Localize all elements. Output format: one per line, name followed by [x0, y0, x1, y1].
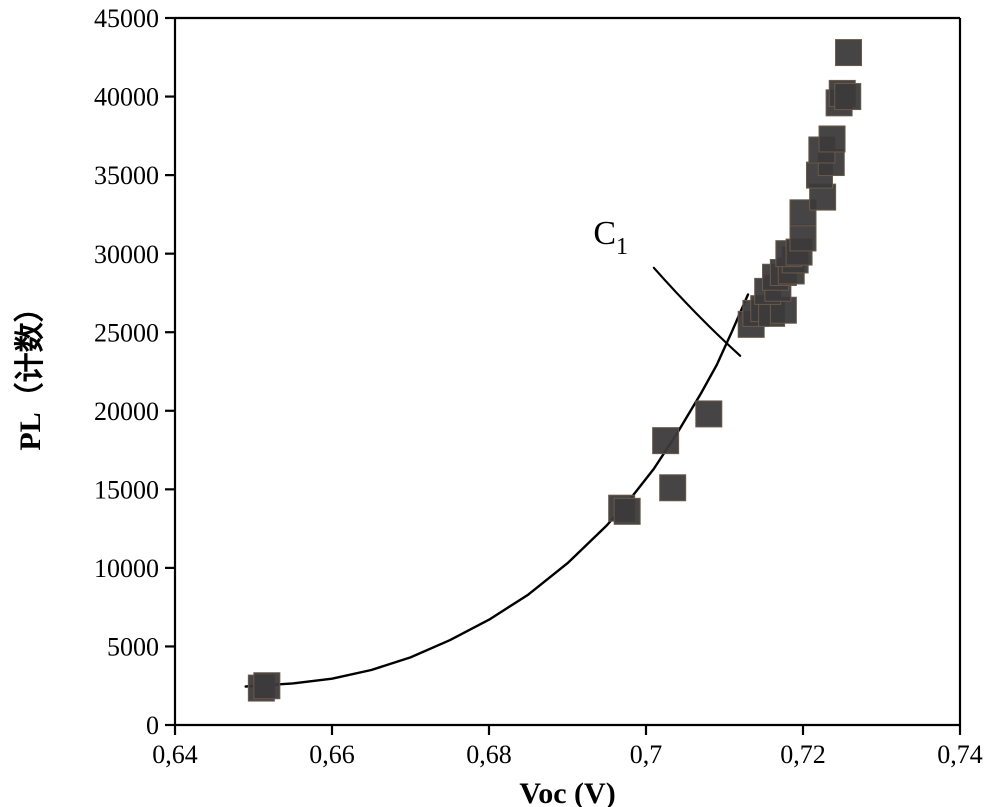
- chart-container: 0,64 0,66 0,68 0,7 0,72 0,74 0 5000 10000 15000 2…: [0, 0, 1000, 807]
- scatter-marker: [653, 428, 679, 454]
- scatter-marker: [835, 84, 861, 110]
- scatter-marker: [614, 498, 640, 524]
- x-tick-label: 0,68: [466, 740, 512, 769]
- scatter-marker: [254, 673, 280, 699]
- y-tick-label: 35000: [94, 161, 159, 190]
- x-tick-label: 0,72: [780, 740, 826, 769]
- y-tick-label: 40000: [94, 83, 159, 112]
- y-tick-label: 45000: [94, 4, 159, 33]
- y-tick-label: 10000: [94, 554, 159, 583]
- x-tick-label: 0,7: [630, 740, 663, 769]
- y-tick-label: 30000: [94, 240, 159, 269]
- y-tick-label: 20000: [94, 397, 159, 426]
- x-tick-label: 0,64: [152, 740, 198, 769]
- x-tick-label: 0,74: [937, 740, 983, 769]
- scatter-marker: [819, 126, 845, 152]
- y-tick-label: 15000: [94, 475, 159, 504]
- scatter-marker: [836, 40, 862, 66]
- scatter-marker: [660, 475, 686, 501]
- y-axis-label: PL（计数）: [13, 292, 47, 450]
- scatter-marker: [790, 225, 816, 251]
- y-tick-label: 0: [146, 711, 159, 740]
- scatter-marker: [696, 401, 722, 427]
- y-tick-label: 5000: [107, 633, 159, 662]
- x-axis-label: Voc (V): [519, 777, 615, 807]
- x-tick-label: 0,66: [309, 740, 355, 769]
- scatter-chart: 0,64 0,66 0,68 0,7 0,72 0,74 0 5000 10000 15000 2…: [0, 0, 1000, 807]
- y-tick-label: 25000: [94, 318, 159, 347]
